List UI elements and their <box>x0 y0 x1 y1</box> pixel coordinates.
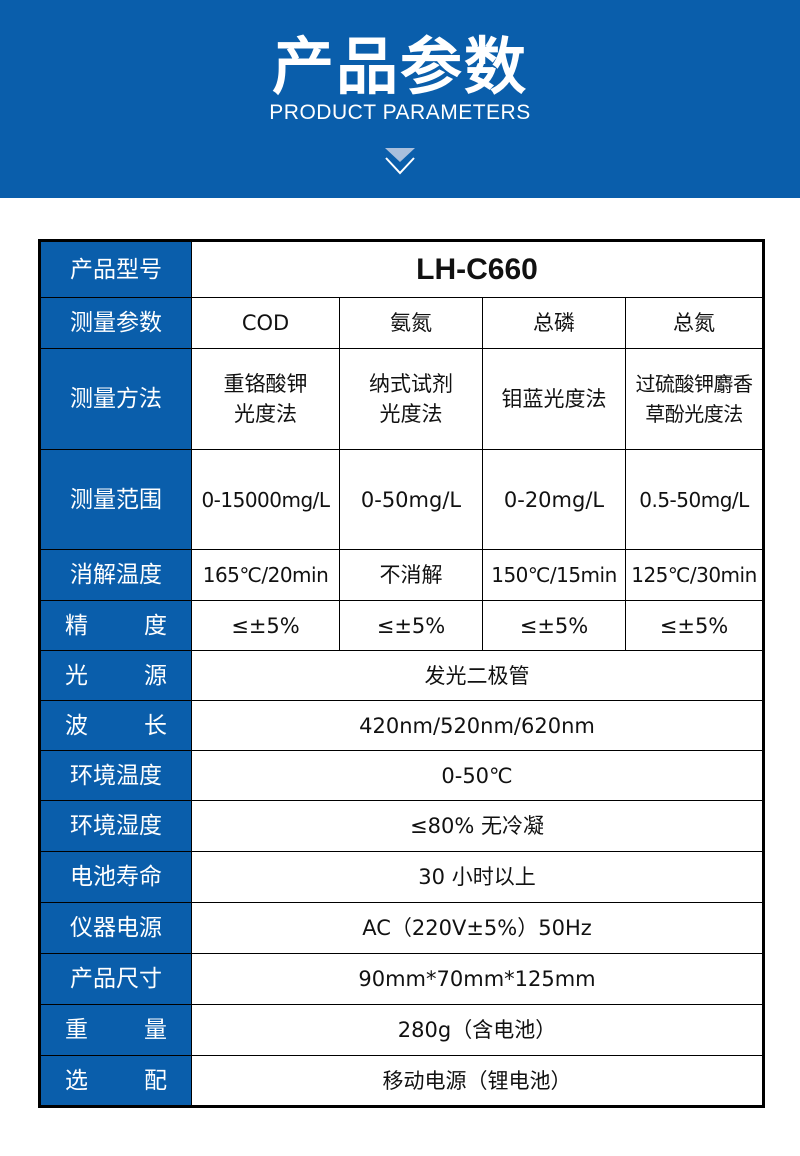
cell: 0.5-50mg/L <box>624 449 764 550</box>
cell-line: 过硫酸钾麝香 <box>635 372 754 396</box>
row-label: 波长 <box>40 700 192 751</box>
row-label: 选配 <box>40 1055 192 1106</box>
model-value: LH-C660 <box>190 241 764 298</box>
cell: 发光二极管 <box>190 650 764 701</box>
cell-line: 纳式试剂 <box>369 372 453 396</box>
table-row: 环境温度 0-50℃ <box>40 750 764 801</box>
cell-line: 钼蓝光度法 <box>501 387 607 411</box>
row-label: 仪器电源 <box>40 902 192 954</box>
row-label: 重量 <box>40 1004 192 1056</box>
row-label: 产品型号 <box>40 241 192 298</box>
table-row: 精度 ≤±5% ≤±5% ≤±5% ≤±5% <box>40 600 764 651</box>
cell-line: 重铬酸钾 <box>223 372 308 396</box>
table-row: 测量参数 COD 氨氮 总磷 总氮 <box>40 297 764 349</box>
table-row: 测量方法 重铬酸钾光度法 纳式试剂光度法 钼蓝光度法 过硫酸钾麝香 草酚光度法 <box>40 348 764 450</box>
row-label: 环境温度 <box>40 750 192 801</box>
table-row: 产品尺寸 90mm*70mm*125mm <box>40 953 764 1005</box>
table-row: 消解温度 165℃/20min 不消解 150℃/15min 125℃/30mi… <box>40 549 764 601</box>
page-subtitle: PRODUCT PARAMETERS <box>269 101 531 124</box>
table-row: 重量 280g（含电池） <box>40 1004 764 1056</box>
cell: 总氮 <box>624 297 764 349</box>
table-row: 产品型号 LH-C660 <box>40 241 764 298</box>
parameters-table: 产品型号 LH-C660 测量参数 COD 氨氮 总磷 总氮 测量方法 重铬酸钾… <box>37 239 766 1108</box>
table-row: 测量范围 0-15000mg/L 0-50mg/L 0-20mg/L 0.5-5… <box>40 449 764 550</box>
cell: 纳式试剂 光度法 <box>339 348 483 450</box>
cell: ≤±5% <box>191 600 340 651</box>
cell: 280g（含电池） <box>190 1004 764 1056</box>
cell: 过硫酸钾麝香 草酚光度法 <box>624 348 764 450</box>
row-label: 测量方法 <box>40 348 192 450</box>
cell: 150℃/15min <box>482 549 626 601</box>
cell: 125℃/30min <box>624 549 764 601</box>
row-label: 测量参数 <box>40 297 192 349</box>
cell: 165℃/20min <box>191 549 340 601</box>
table-row: 光源 发光二极管 <box>40 650 764 701</box>
cell: COD <box>191 297 340 349</box>
cell: ≤±5% <box>482 600 626 651</box>
page-title: 产品参数 <box>271 30 528 103</box>
row-label: 电池寿命 <box>40 851 192 903</box>
cell-line: 光度法 <box>234 402 297 426</box>
cell: 氨氮 <box>339 297 483 349</box>
row-label: 产品尺寸 <box>40 953 192 1005</box>
cell-line: 草酚光度法 <box>645 402 743 426</box>
cell: 90mm*70mm*125mm <box>190 953 764 1005</box>
cell: 0-20mg/L <box>482 449 626 550</box>
cell: AC（220V±5%）50Hz <box>190 902 764 954</box>
cell: 0-50mg/L <box>339 449 483 550</box>
header-banner: 产品参数 PRODUCT PARAMETERS <box>0 0 800 198</box>
cell: 30 小时以上 <box>190 851 764 903</box>
cell: ≤80% 无冷凝 <box>190 800 764 852</box>
cell: ≤±5% <box>339 600 483 651</box>
cell: 420nm/520nm/620nm <box>190 700 764 751</box>
cell: 总磷 <box>482 297 626 349</box>
cell: 重铬酸钾 光度法 <box>191 348 340 450</box>
row-label: 环境湿度 <box>40 800 192 852</box>
cell: 0-15000mg/L <box>191 449 340 550</box>
cell: 钼蓝光度法 <box>482 348 626 450</box>
row-label: 消解温度 <box>40 549 192 601</box>
table-row: 环境湿度 ≤80% 无冷凝 <box>40 800 764 852</box>
row-label: 光源 <box>40 650 192 701</box>
table-row: 仪器电源 AC（220V±5%）50Hz <box>40 902 764 954</box>
cell: 不消解 <box>339 549 483 601</box>
cell-line: 光度法 <box>379 402 443 426</box>
cell: 移动电源（锂电池） <box>190 1055 764 1106</box>
cell: 0-50℃ <box>190 750 764 801</box>
table-row: 选配 移动电源（锂电池） <box>40 1055 764 1106</box>
table-row: 波长 420nm/520nm/620nm <box>40 700 764 751</box>
row-label: 精度 <box>40 600 192 651</box>
table-row: 电池寿命 30 小时以上 <box>40 851 764 903</box>
row-label: 测量范围 <box>40 449 192 550</box>
cell: ≤±5% <box>624 600 764 651</box>
chevron-down-icon <box>385 148 415 175</box>
